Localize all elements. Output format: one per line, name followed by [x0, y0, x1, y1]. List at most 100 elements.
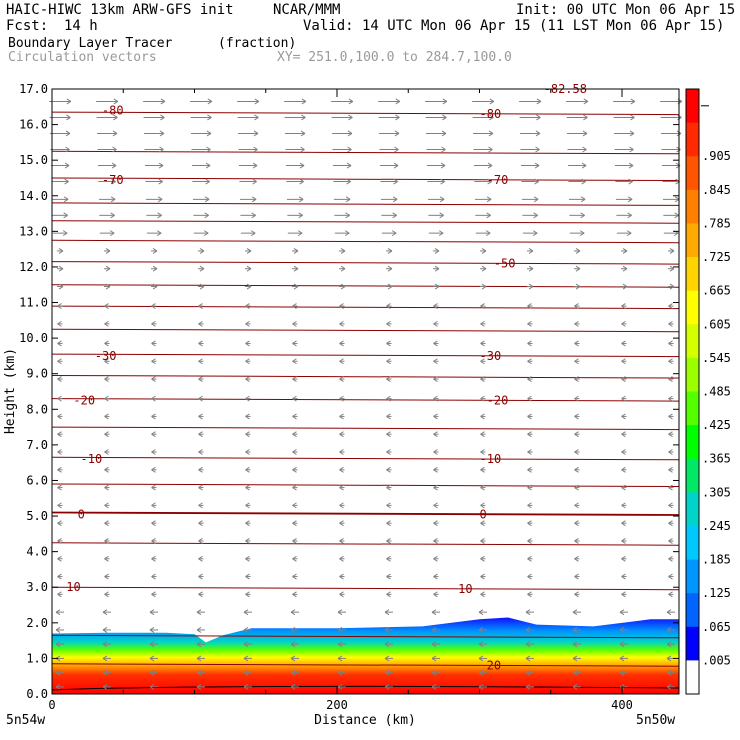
wind-vector — [151, 466, 157, 473]
wind-vector — [245, 320, 251, 327]
wind-vector — [574, 320, 580, 327]
wind-vector — [433, 358, 439, 365]
wind-vector — [425, 98, 448, 105]
wind-vector — [386, 413, 392, 420]
wind-vector — [527, 431, 533, 438]
wind-vector — [339, 555, 345, 562]
wind-vector — [525, 641, 534, 648]
wind-vector — [198, 484, 204, 491]
isotherm-line — [51, 239, 680, 244]
wind-vector — [191, 130, 212, 137]
wind-vector — [527, 502, 533, 509]
wind-vector — [480, 431, 486, 438]
wind-vector — [480, 376, 486, 382]
y-tick-label: 0.0 — [26, 687, 48, 701]
wind-vector — [616, 212, 632, 219]
wind-vector — [104, 320, 110, 327]
wind-vector — [527, 283, 534, 290]
wind-vector — [339, 265, 346, 272]
wind-vector — [433, 466, 439, 473]
wind-vector — [96, 98, 119, 105]
wind-vector — [193, 212, 209, 219]
isotherm-line — [51, 586, 680, 591]
isotherm-label: -80 — [480, 107, 502, 121]
wind-vector — [433, 449, 439, 455]
wind-vector — [381, 230, 397, 237]
isotherm-label: 0 — [78, 507, 85, 521]
colorbar-label: .665 — [702, 284, 731, 298]
wind-vector — [198, 358, 204, 365]
wind-vector — [332, 162, 352, 169]
wind-vector — [285, 162, 305, 169]
wind-vector — [574, 413, 580, 420]
wind-vector — [527, 395, 533, 402]
wind-vector — [245, 248, 252, 254]
wind-vector — [619, 669, 628, 676]
wind-vector — [292, 376, 298, 382]
wind-vector — [574, 395, 580, 402]
wind-vector — [621, 376, 627, 382]
wind-vector — [614, 162, 634, 169]
colorbar-swatch — [686, 559, 699, 594]
wind-vector — [480, 555, 486, 562]
wind-vector — [472, 98, 495, 105]
colorbar-swatch — [686, 257, 699, 292]
wind-vector — [386, 358, 392, 365]
wind-vector — [198, 520, 204, 527]
colorbar-swatch — [686, 89, 699, 124]
wind-vector — [143, 98, 166, 105]
wind-vector — [55, 627, 64, 633]
wind-vector — [245, 265, 252, 272]
wind-vector — [57, 520, 63, 527]
wind-vector — [198, 340, 204, 347]
wind-vector — [239, 178, 257, 185]
wind-vector — [386, 395, 392, 402]
wind-vector — [57, 248, 64, 254]
wind-vector — [339, 484, 345, 491]
wind-vector — [290, 627, 299, 633]
colorbar-label: .905 — [702, 149, 731, 163]
wind-vector — [55, 669, 64, 676]
wind-vector — [96, 114, 118, 121]
wind-vector — [50, 146, 70, 153]
wind-vector — [480, 340, 486, 347]
colorbar-label: .005 — [702, 653, 731, 667]
wind-vector — [480, 538, 486, 544]
x-left-endpoint: 5n54w — [6, 713, 45, 728]
wind-vector — [57, 449, 63, 455]
wind-vector — [574, 248, 581, 254]
wind-vector — [520, 162, 540, 169]
isotherm-label: 0 — [480, 507, 487, 521]
wind-vector — [668, 413, 674, 420]
isotherm-line — [51, 663, 680, 667]
colorbar-swatch — [686, 324, 699, 359]
valid-time: Valid: 14 UTC Mon 06 Apr 15 (11 LST Mon … — [303, 18, 725, 34]
wind-vector — [337, 641, 346, 648]
wind-vector — [567, 162, 587, 169]
wind-vector — [431, 655, 440, 662]
wind-vector — [339, 248, 346, 254]
wind-vector — [666, 683, 675, 690]
y-tick-label: 13.0 — [19, 224, 48, 238]
wind-vector — [196, 683, 205, 690]
wind-vector — [666, 609, 675, 616]
wind-vector — [668, 283, 675, 290]
wind-vector — [527, 376, 533, 382]
wind-vector — [480, 283, 487, 290]
wind-vector — [480, 573, 486, 580]
wind-vector — [527, 340, 533, 347]
wind-vector — [143, 114, 165, 121]
isotherm-line — [51, 202, 680, 206]
wind-vector — [149, 669, 158, 676]
wind-vector — [574, 303, 580, 310]
wind-vector — [287, 212, 303, 219]
y-tick-label: 16.0 — [19, 118, 48, 132]
wind-vector — [290, 683, 299, 690]
wind-vector — [474, 178, 492, 185]
y-tick-label: 4.0 — [26, 545, 48, 559]
wind-vector — [290, 655, 299, 662]
wind-vector — [57, 591, 63, 598]
colorbar-swatch — [686, 290, 699, 325]
plot-frame — [51, 88, 680, 695]
wind-vector — [198, 431, 204, 438]
